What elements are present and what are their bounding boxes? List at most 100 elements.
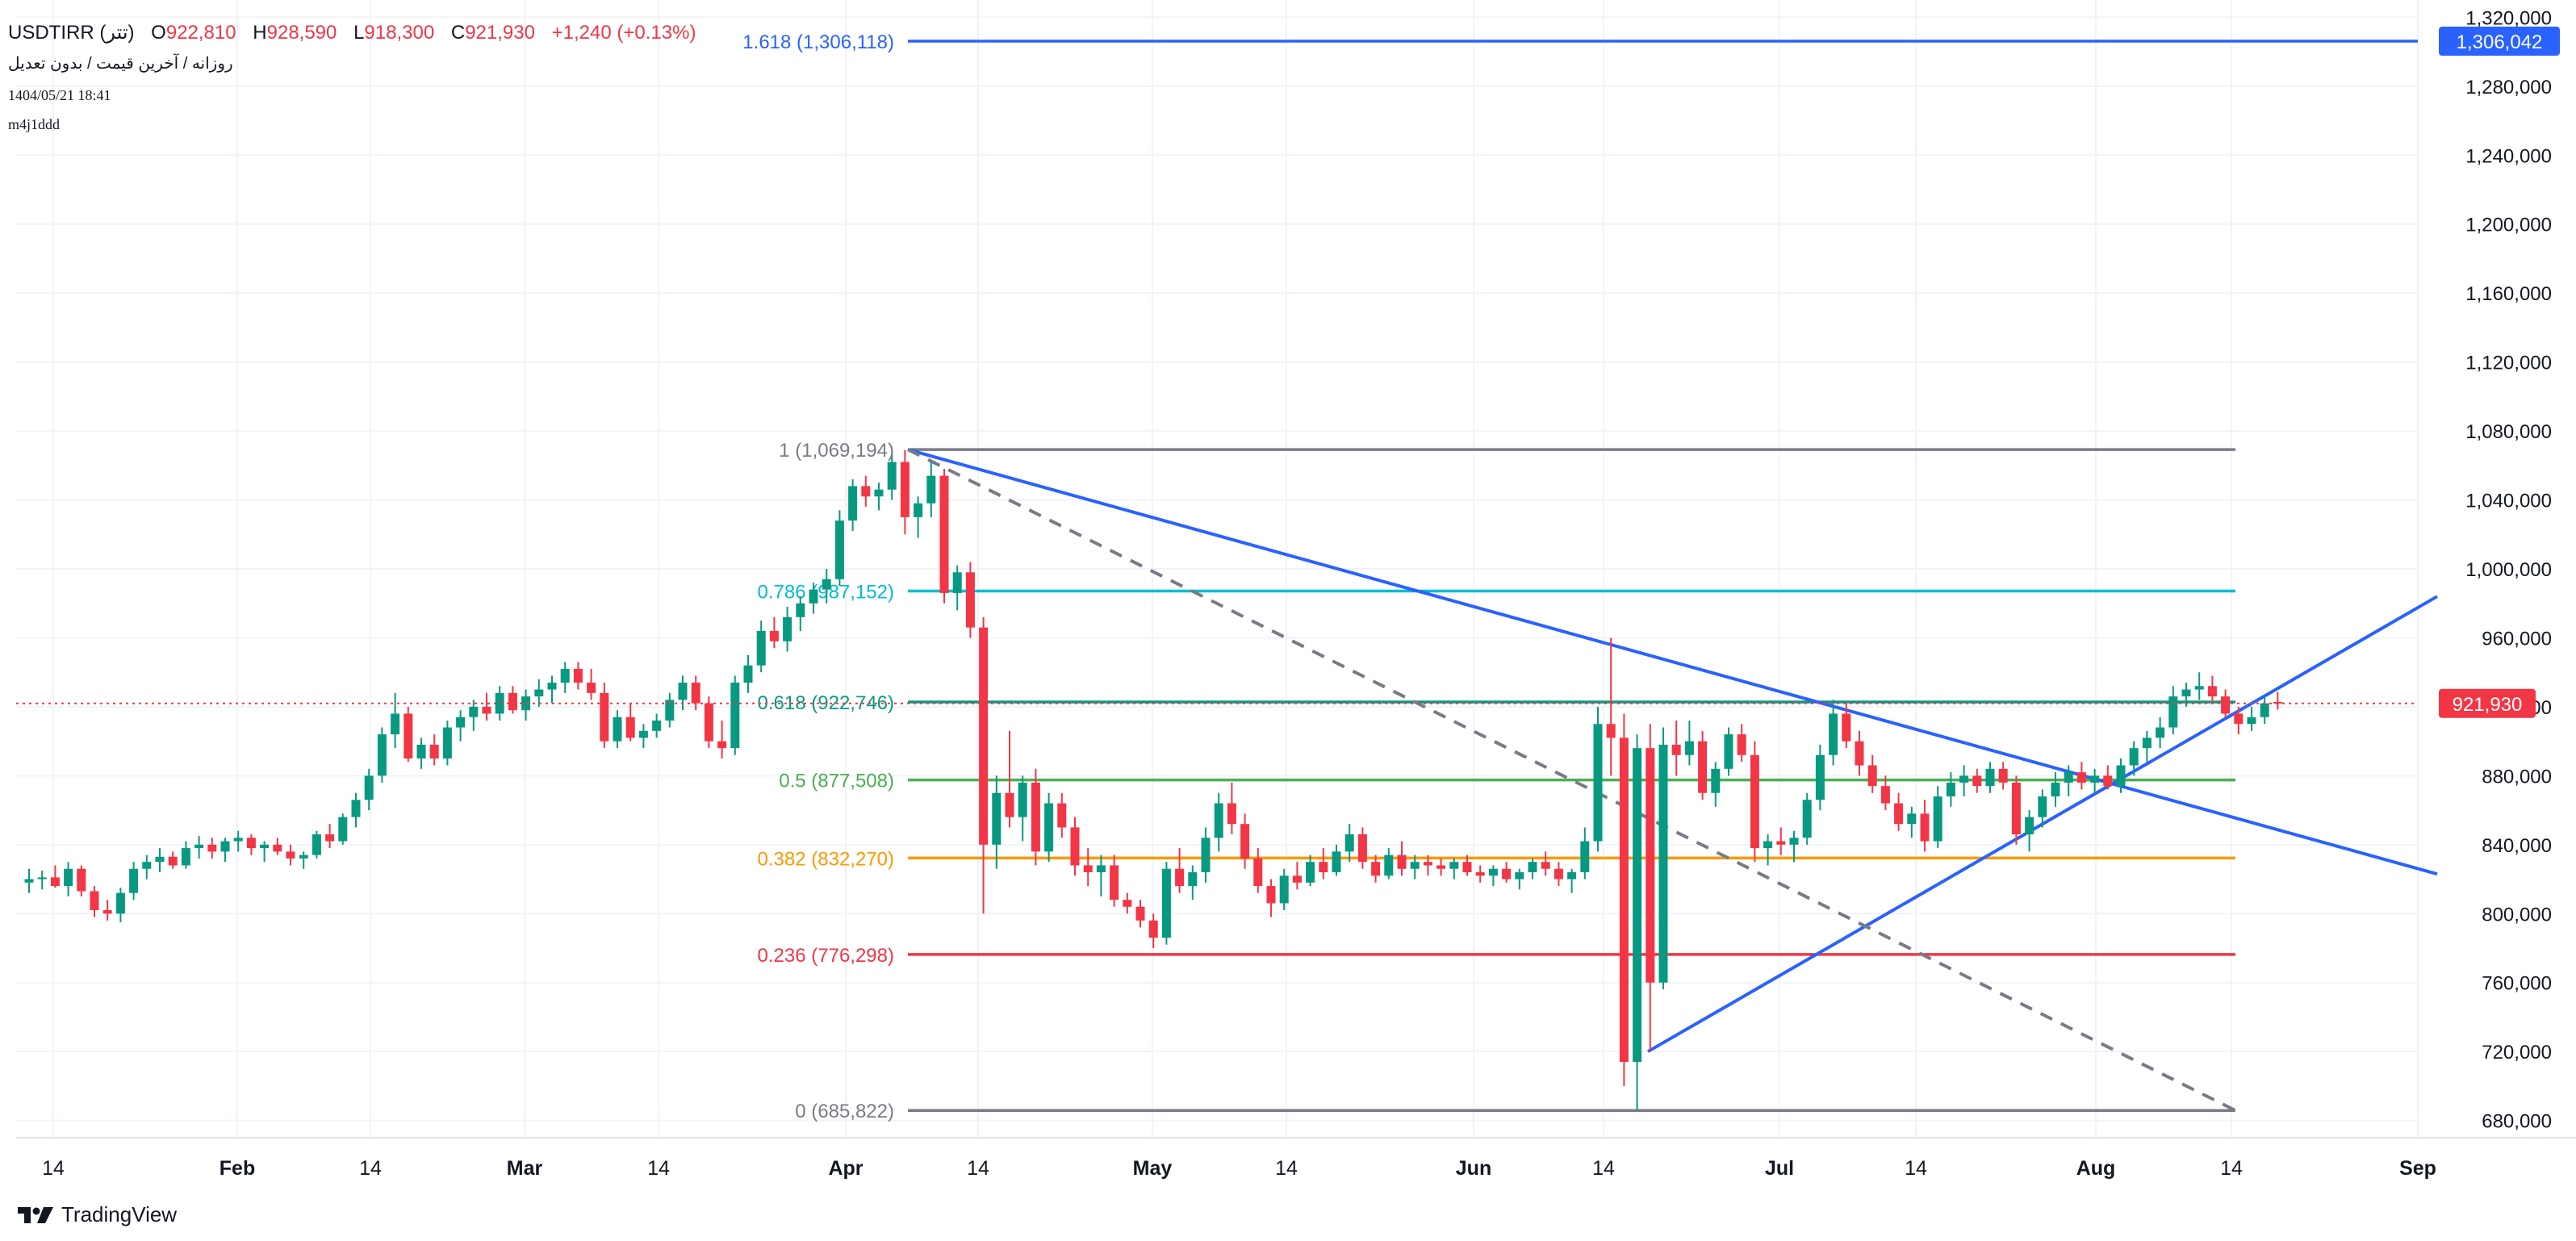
candle-body xyxy=(573,668,583,683)
fib-1618-price-tag-label: 1,306,042 xyxy=(2457,31,2543,53)
candle-body xyxy=(37,877,47,880)
candle-body xyxy=(495,692,504,714)
fib-retracement[interactable]: 1.618 (1,306,118)1 (1,069,194)0.786 (987… xyxy=(742,31,2418,1122)
candle xyxy=(1357,827,1367,869)
candle xyxy=(2207,675,2217,704)
change-value: +1,240 (+0.13%) xyxy=(551,22,696,44)
candle xyxy=(2116,758,2126,793)
descending-trendline xyxy=(907,448,2438,876)
candle xyxy=(77,865,86,896)
candle-body xyxy=(848,486,858,521)
candle-body xyxy=(299,854,308,859)
candle xyxy=(1829,700,1838,766)
candle xyxy=(1123,892,1132,914)
price-tick-label: 760,000 xyxy=(2482,973,2552,995)
time-axis[interactable]: 14 Feb 14 Mar 14 Apr 14 May 14 Jun 14 Jul 14 Aug 14 Sep xyxy=(42,1157,2436,1180)
candle xyxy=(1306,854,1315,887)
candle-body xyxy=(50,877,60,887)
candle xyxy=(638,724,648,749)
candle-body xyxy=(665,700,675,721)
candle xyxy=(1959,765,1969,796)
candle xyxy=(1436,858,1446,876)
price-axis[interactable]: 680,000 720,000 760,000 800,000 840,000 880,0… xyxy=(2439,7,2560,1133)
candle-body xyxy=(1306,862,1315,883)
candle xyxy=(600,683,609,749)
candle xyxy=(914,496,923,538)
time-tick-label: 14 xyxy=(1905,1157,1927,1180)
candle xyxy=(1867,754,1877,793)
candle-body xyxy=(2207,686,2217,697)
candle-body xyxy=(155,856,165,863)
candle xyxy=(1554,862,1563,887)
candle xyxy=(939,469,949,604)
candle xyxy=(691,675,700,711)
symbol-name[interactable]: USDTIRR (تتر) xyxy=(8,22,135,44)
candle xyxy=(848,478,858,531)
candle-body xyxy=(1528,862,1537,872)
candle xyxy=(1175,848,1185,893)
candle-body xyxy=(168,856,178,866)
candle xyxy=(874,483,884,511)
candle-body xyxy=(769,630,779,641)
candle-body xyxy=(587,683,596,693)
candle xyxy=(834,510,844,587)
candle-body xyxy=(1855,741,1864,766)
candle xyxy=(416,737,426,769)
candle-body xyxy=(861,486,871,497)
candle-body xyxy=(1214,803,1223,838)
candle xyxy=(756,620,766,673)
candle xyxy=(1148,913,1158,948)
high-value: 928,590 xyxy=(266,22,337,44)
candle-body xyxy=(521,696,531,711)
candle-body xyxy=(2156,727,2165,738)
price-tick-label: 1,160,000 xyxy=(2465,283,2552,305)
candle xyxy=(482,692,491,721)
candle-body xyxy=(1842,713,1851,742)
candle-body xyxy=(1332,851,1341,872)
candle xyxy=(1815,744,1825,811)
price-tick-label: 1,280,000 xyxy=(2465,77,2552,98)
candle xyxy=(965,562,975,638)
candle xyxy=(1423,854,1432,876)
candle xyxy=(1214,792,1223,852)
candle xyxy=(1253,848,1263,893)
candle-body xyxy=(1737,734,1746,755)
candle xyxy=(704,696,713,749)
candle-body xyxy=(1344,834,1354,852)
candle xyxy=(404,706,413,763)
candle-body xyxy=(1580,841,1590,872)
candle xyxy=(1933,786,1942,849)
candle-body xyxy=(312,834,321,855)
candle-body xyxy=(469,706,479,717)
candle-body xyxy=(1057,803,1067,828)
candle xyxy=(1593,706,1603,852)
candle xyxy=(102,900,112,921)
candle xyxy=(155,848,165,872)
candle-body xyxy=(1096,865,1106,872)
candle-body xyxy=(1371,862,1381,876)
candle-body xyxy=(1436,865,1446,869)
candle xyxy=(1397,841,1407,876)
candle-body xyxy=(1449,862,1459,869)
chart-grid xyxy=(16,0,2576,1139)
candle xyxy=(1462,854,1472,876)
candle xyxy=(560,662,570,693)
candle xyxy=(1802,792,1812,845)
price-tick-label: 1,080,000 xyxy=(2465,421,2552,443)
candle xyxy=(1292,862,1302,890)
price-tick-label: 1,240,000 xyxy=(2465,145,2552,167)
price-tick-label: 800,000 xyxy=(2482,904,2552,926)
candle-body xyxy=(979,627,989,845)
candle xyxy=(1985,762,1995,793)
candle-body xyxy=(2025,817,2034,834)
candle-body xyxy=(1763,841,1773,849)
candle-body xyxy=(442,727,452,758)
candle-body xyxy=(1711,768,1721,793)
candle xyxy=(168,851,178,869)
tradingview-brand[interactable]: TradingView xyxy=(16,1202,177,1227)
candle-body xyxy=(1985,768,1995,787)
candle-body xyxy=(1462,862,1472,872)
candle-body xyxy=(1005,792,1014,817)
candle xyxy=(115,888,125,922)
